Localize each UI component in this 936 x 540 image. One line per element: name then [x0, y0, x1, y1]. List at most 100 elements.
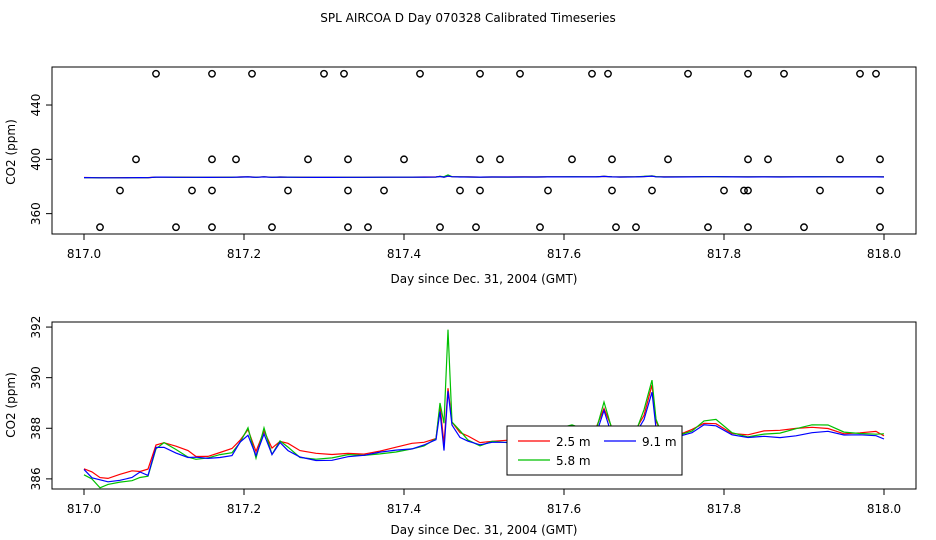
data-point-circle — [604, 69, 612, 78]
x-tick-label: 817.8 — [707, 247, 741, 261]
y-tick-label: 360 — [29, 202, 43, 225]
data-point-circle — [152, 69, 160, 78]
data-point-circle — [132, 155, 140, 164]
data-point-circle — [208, 186, 216, 195]
data-point-circle — [400, 155, 408, 164]
data-point-circle — [304, 155, 312, 164]
data-point-circle — [208, 155, 216, 164]
x-tick-label: 817.2 — [227, 247, 261, 261]
data-point-circle — [172, 223, 180, 232]
data-point-circle — [284, 186, 292, 195]
bottom-x-axis: 817.0 817.2 817.4 817.6 817.8 818.0 — [67, 488, 901, 516]
data-point-circle — [744, 186, 752, 195]
data-point-circle — [416, 69, 424, 78]
data-point-circle — [344, 186, 352, 195]
data-point-circle — [632, 223, 640, 232]
data-point-circle — [800, 223, 808, 232]
y-tick-label: 386 — [29, 467, 43, 490]
top-panel: 817.0 817.2 817.4 817.6 817.8 818.0 360 400 440… — [4, 66, 917, 286]
bottom-y-axis: 386 388 390 392 — [29, 316, 53, 490]
x-tick-label: 817.4 — [387, 502, 421, 516]
legend-label-5-8m: 5.8 m — [556, 454, 591, 468]
data-point-circle — [208, 69, 216, 78]
data-point-circle — [780, 69, 788, 78]
data-point-circle — [544, 186, 552, 195]
data-point-circle — [876, 155, 884, 164]
top-series-lines — [83, 174, 885, 179]
data-point-circle — [472, 223, 480, 232]
y-tick-label: 388 — [29, 417, 43, 440]
legend-label-2-5m: 2.5 m — [556, 435, 591, 449]
data-point-circle — [876, 186, 884, 195]
x-tick-label: 818.0 — [867, 247, 901, 261]
data-point-circle — [568, 155, 576, 164]
data-point-circle — [764, 155, 772, 164]
data-point-circle — [536, 223, 544, 232]
data-point-circle — [248, 69, 256, 78]
series-line-9-1-m — [83, 391, 885, 483]
top-y-axis-label: CO2 (ppm) — [4, 119, 18, 185]
data-point-circle — [648, 186, 656, 195]
x-tick-label: 817.0 — [67, 247, 101, 261]
data-point-circle — [720, 186, 728, 195]
data-point-circle — [744, 69, 752, 78]
x-tick-label: 818.0 — [867, 502, 901, 516]
data-point-circle — [836, 155, 844, 164]
bottom-series-lines — [83, 329, 885, 489]
data-point-circle — [268, 223, 276, 232]
data-point-circle — [96, 223, 104, 232]
x-tick-label: 817.4 — [387, 247, 421, 261]
y-tick-label: 392 — [29, 316, 43, 339]
y-tick-label: 440 — [29, 94, 43, 117]
figure-title: SPL AIRCOA D Day 070328 Calibrated Times… — [320, 11, 615, 25]
data-point-circle — [856, 69, 864, 78]
top-y-axis: 360 400 440 — [29, 94, 53, 225]
data-point-circle — [364, 223, 372, 232]
data-point-circle — [744, 155, 752, 164]
top-x-axis-label: Day since Dec. 31, 2004 (GMT) — [391, 272, 578, 286]
x-tick-label: 817.2 — [227, 502, 261, 516]
bottom-y-axis-label: CO2 (ppm) — [4, 372, 18, 438]
bottom-x-axis-label: Day since Dec. 31, 2004 (GMT) — [391, 523, 578, 537]
data-point-circle — [476, 186, 484, 195]
series-line-2-5-m — [83, 384, 885, 480]
data-point-circle — [684, 69, 692, 78]
data-point-circle — [740, 186, 748, 195]
data-point-circle — [340, 69, 348, 78]
data-point-circle — [476, 155, 484, 164]
data-point-circle — [436, 223, 444, 232]
data-point-circle — [608, 186, 616, 195]
top-plot-frame — [51, 66, 917, 235]
data-point-circle — [476, 69, 484, 78]
x-tick-label: 817.6 — [547, 502, 581, 516]
data-point-circle — [232, 155, 240, 164]
legend-label-9-1m: 9.1 m — [642, 435, 677, 449]
data-point-circle — [744, 223, 752, 232]
data-point-circle — [516, 69, 524, 78]
data-point-circle — [496, 155, 504, 164]
data-point-circle — [320, 69, 328, 78]
legend: 2.5 m 9.1 m 5.8 m — [506, 425, 683, 476]
data-point-circle — [208, 223, 216, 232]
data-point-circle — [116, 186, 124, 195]
x-tick-label: 817.0 — [67, 502, 101, 516]
data-point-circle — [456, 186, 464, 195]
data-point-circle — [344, 155, 352, 164]
series-line-5-8-m — [83, 329, 885, 489]
data-point-circle — [588, 69, 596, 78]
data-point-circle — [876, 223, 884, 232]
x-tick-label: 817.6 — [547, 247, 581, 261]
data-point-circle — [344, 223, 352, 232]
legend-box — [506, 425, 683, 476]
data-point-circle — [188, 186, 196, 195]
data-point-circle — [380, 186, 388, 195]
bottom-plot-frame — [51, 321, 917, 490]
data-point-circle — [872, 69, 880, 78]
series-line-9-1-m — [83, 175, 885, 179]
bottom-panel: 817.0 817.2 817.4 817.6 817.8 818.0 386 388 390… — [4, 316, 917, 537]
data-point-circle — [612, 223, 620, 232]
data-point-circle — [664, 155, 672, 164]
x-tick-label: 817.8 — [707, 502, 741, 516]
y-tick-label: 390 — [29, 366, 43, 389]
